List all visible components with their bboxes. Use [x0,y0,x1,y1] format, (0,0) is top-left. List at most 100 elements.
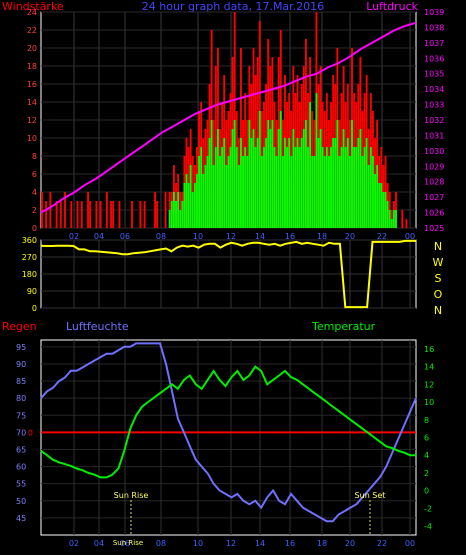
wind-bar [156,201,159,228]
gust-bar [365,138,368,228]
gust-bar [286,147,288,228]
gust-bar [172,192,175,228]
wind-bar [49,192,52,228]
gust-bar [351,120,353,228]
chart-title: 24 hour graph data, 17.Mar.2016 [142,0,324,13]
bottom-panel-frame [40,339,417,536]
direction-tick-label: 360 [22,236,37,245]
bottom-x-tick-label: 20 [345,539,355,548]
gust-bar [309,102,312,228]
temperature-tick-labels: -4 -2 0 2 4 6 8 10 12 14 16 [424,345,434,531]
gust-bar [204,165,207,228]
wind-tick-label: 14 [27,98,37,107]
temperature-tick-label: -2 [424,504,432,513]
wind-bar [80,201,83,228]
gust-bar [321,147,324,228]
wind-bar [76,201,79,228]
wind-bar [95,201,98,228]
gust-bar [395,210,397,228]
gust-bar [328,156,330,228]
wind-bar [70,201,73,228]
gust-bar [221,147,224,228]
temperature-series-line [40,365,416,479]
gust-bar [346,138,349,228]
temperature-tick-label: 2 [424,469,429,478]
top-x-tick-label: 22 [377,232,387,241]
gust-bar [185,174,188,228]
gust-bar [334,138,337,228]
direction-tick-label: 180 [22,270,37,279]
gust-bars [168,93,397,228]
gust-bar [317,138,320,228]
bottom-x-tick-label: 00 [405,539,415,548]
top-x-tick-labels: 02 04 06 08 10 12 14 16 18 20 22 00 [69,232,415,241]
gust-bar [367,165,370,228]
gust-bar [355,147,358,228]
wind-bar [118,201,121,228]
gust-bar [344,147,347,228]
gust-bar [227,156,230,228]
pressure-series-line [40,21,417,214]
top-x-tick-label: 06 [120,232,130,241]
top-x-tick-label: 14 [255,232,265,241]
gust-bar [359,129,362,228]
wind-bar [87,192,89,228]
gust-bar [254,147,257,228]
gust-bar [175,201,177,228]
gust-bar [260,156,263,228]
gust-bar [284,138,286,228]
gust-bar [200,147,203,228]
gust-bar [181,201,184,228]
humidity-tick-label: 55 [16,480,26,489]
gust-bar [376,165,379,228]
bottom-x-tick-label: 18 [317,539,327,548]
pressure-tick-label: 1030 [424,147,444,156]
gust-bar [267,120,270,228]
humidity-axis-label: Luftfeuchte [66,320,129,333]
gust-bar [240,138,242,228]
wind-bar [110,201,113,228]
humidity-tick-label: 45 [16,514,26,523]
gust-bar [386,201,389,228]
pressure-tick-label: 1029 [424,162,444,171]
bottom-x-tick-label: 16 [285,539,295,548]
bottom-x-tick-label: 04 [94,539,104,548]
top-x-tick-label: 20 [345,232,355,241]
direction-tick-label: 0 [32,304,37,313]
gust-bar [258,111,261,228]
gust-bar [353,147,356,228]
humidity-tick-label: 90 [16,360,26,369]
wind-bar [59,201,62,228]
gust-bar [273,147,276,228]
gust-bar [187,183,190,228]
pressure-tick-label: 1033 [424,101,444,110]
wind-bar [139,201,142,228]
compass-label: O [434,288,443,301]
gust-bar [231,129,234,228]
wind-bar [154,192,157,228]
gust-bar [363,147,366,228]
gust-bar [302,129,305,228]
wind-tick-label: 4 [32,188,37,197]
gust-bar [319,129,322,228]
gust-bar [265,138,268,228]
wind-bar [143,201,146,228]
wind-tick-label: 6 [32,170,37,179]
gust-bar [170,201,173,228]
wind-tick-label: 24 [27,8,37,17]
top-x-tick-label: 10 [193,232,203,241]
gust-bar [330,147,332,228]
wind-tick-label: 10 [27,134,37,143]
pressure-tick-label: 1038 [424,23,444,32]
gust-bar [214,147,217,228]
temperature-tick-label: -4 [424,522,432,531]
wind-tick-label: 0 [32,224,37,233]
gust-bar [313,156,316,228]
gust-bar [311,156,314,228]
humidity-tick-label: 85 [16,377,26,386]
temperature-tick-label: 10 [424,398,434,407]
gust-bar [225,165,228,228]
direction-tick-label: 90 [27,287,37,296]
wind-bar [89,201,92,228]
humidity-tick-label: 80 [16,394,26,403]
